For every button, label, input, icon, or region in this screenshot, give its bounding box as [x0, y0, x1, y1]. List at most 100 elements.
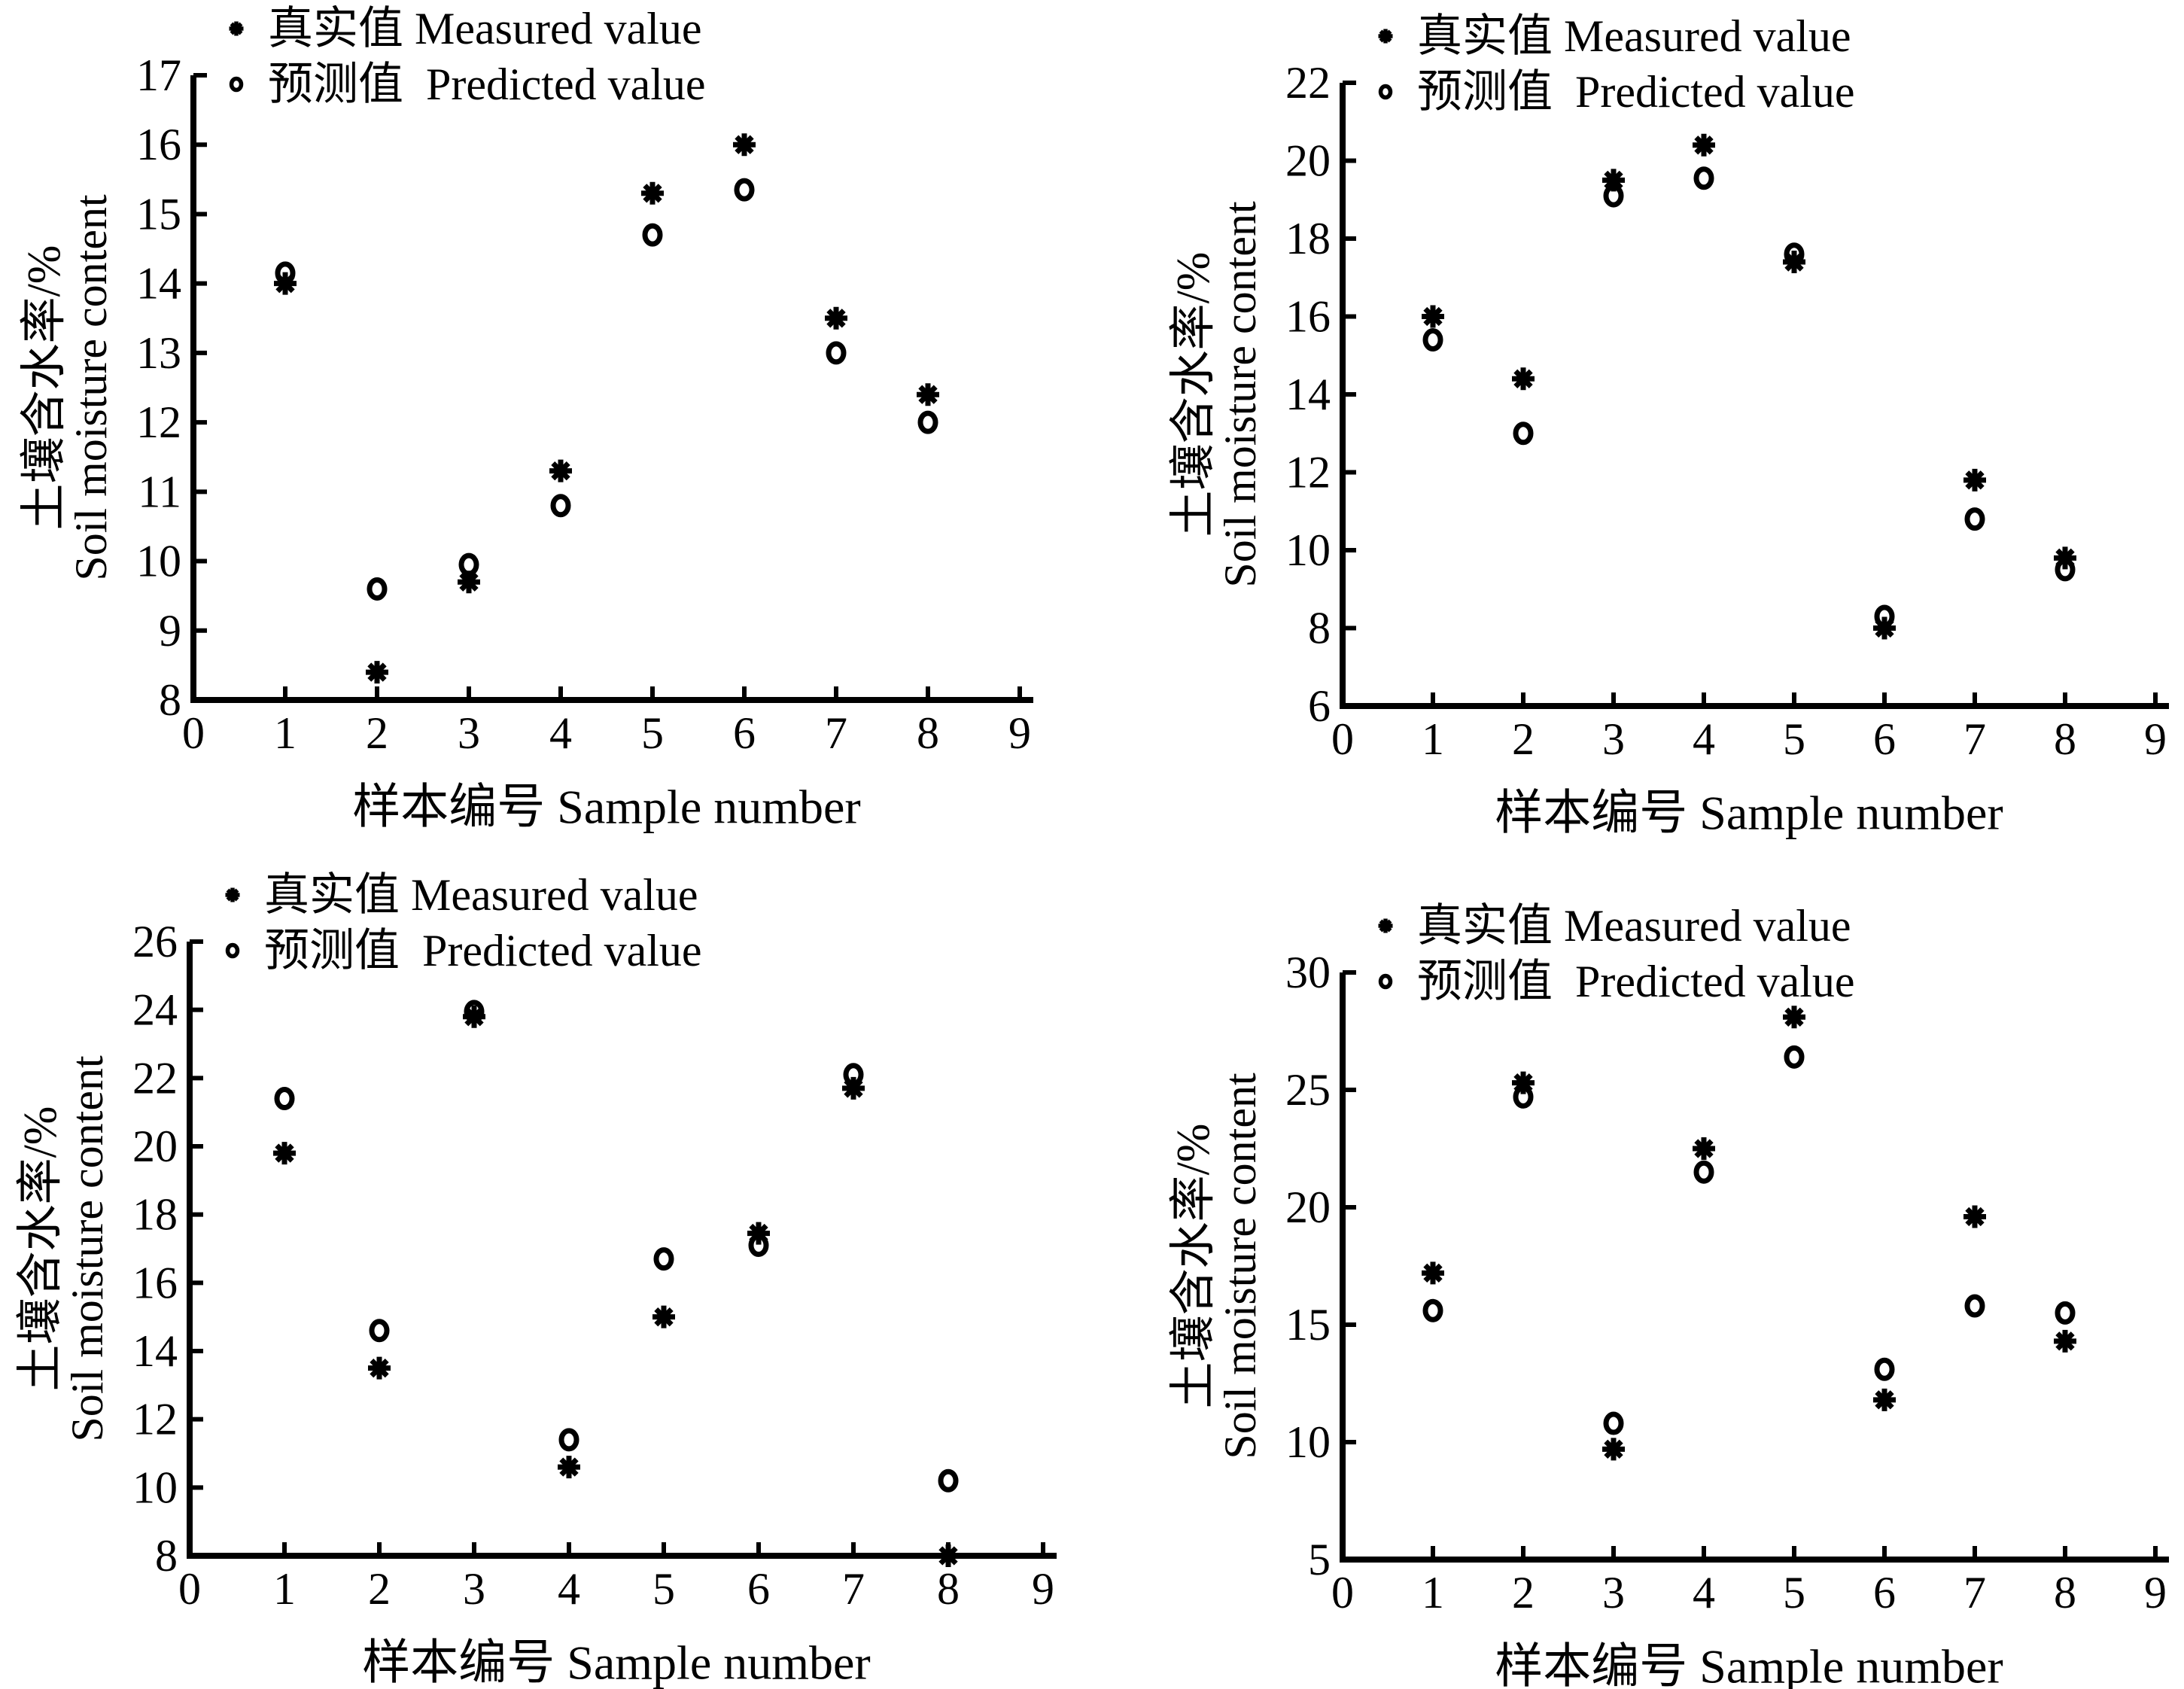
predicted-point	[1874, 604, 1895, 628]
x-tick-label: 1	[273, 1564, 296, 1614]
legend-measured-label: 真实值 Measured value	[1417, 11, 1851, 61]
axis-lines	[187, 942, 1057, 1559]
x-tick-label: 7	[825, 708, 847, 758]
x-tick-label: 7	[1963, 714, 1986, 764]
x-tick-label: 6	[1873, 714, 1896, 764]
y-axis-title-zh: 土壤含水率/%	[15, 1106, 66, 1392]
axis-lines	[190, 75, 1033, 703]
measured-point	[1602, 1438, 1625, 1461]
x-tick-label: 4	[549, 708, 572, 758]
measured-point	[463, 1005, 485, 1028]
y-tick-label: 30	[1285, 948, 1331, 997]
x-tick-label: 2	[1512, 714, 1535, 764]
axis-lines	[1340, 972, 2169, 1563]
y-tick-label: 25	[1285, 1065, 1331, 1115]
measured-point	[549, 459, 572, 482]
measured-point	[1602, 169, 1625, 192]
y-tick-label: 17	[136, 50, 181, 100]
x-axis-title: 样本编号 Sample number	[352, 781, 860, 834]
predicted-point	[458, 552, 479, 577]
legend-measured-label: 真实值 Measured value	[1417, 901, 1851, 951]
measured-point	[733, 133, 756, 157]
x-tick-label: 0	[1331, 1568, 1354, 1617]
x-tick-label: 6	[1873, 1568, 1896, 1617]
x-axis-title: 样本编号 Sample number	[362, 1636, 870, 1689]
x-tick-label: 0	[1331, 714, 1354, 764]
predicted-point	[748, 1233, 769, 1257]
x-tick-label: 7	[1963, 1568, 1986, 1617]
predicted-point	[1964, 507, 1985, 531]
x-tick-label: 9	[2144, 714, 2167, 764]
x-tick-label: 3	[458, 708, 480, 758]
predicted-point	[1513, 421, 1534, 446]
y-tick-label: 22	[132, 1053, 178, 1103]
measured-point	[458, 571, 480, 594]
measured-point	[937, 1544, 960, 1567]
legend-predicted-label: 预测值 Predicted value	[264, 926, 702, 975]
predicted-point	[843, 1063, 864, 1087]
legend-circle-marker-icon	[229, 76, 244, 93]
x-tick-label: 4	[1693, 714, 1715, 764]
y-tick-label: 10	[1285, 525, 1331, 575]
legend-asterisk-marker-icon	[1378, 918, 1393, 933]
measured-point	[1512, 367, 1535, 391]
measured-point	[747, 1222, 770, 1245]
measured-point	[273, 1142, 296, 1165]
y-axis-title-en: Soil moisture content	[1215, 201, 1265, 588]
measured-point	[917, 383, 939, 406]
x-tick-label: 8	[917, 708, 939, 758]
y-tick-label: 8	[159, 675, 181, 725]
x-tick-label: 9	[1008, 708, 1031, 758]
scatter-plot-bottom-right: 5 10 15 20 25 30 0 1 2 3 4 5 6 7 8 9 样本编号 Sample number 土…	[1168, 901, 2169, 1689]
predicted-point	[2055, 558, 2076, 582]
measured-point	[1422, 1261, 1444, 1285]
x-tick-label: 6	[733, 708, 756, 758]
legend-predicted-label: 预测值 Predicted value	[1417, 957, 1855, 1006]
y-tick-label: 6	[1308, 681, 1331, 731]
y-tick-label: 11	[138, 467, 181, 516]
y-tick-label: 18	[1285, 214, 1331, 263]
x-tick-label: 4	[1693, 1568, 1715, 1617]
x-tick-label: 7	[842, 1564, 865, 1614]
measured-point	[1422, 305, 1444, 328]
measured-point	[1693, 133, 1715, 157]
predicted-point	[917, 410, 938, 434]
y-tick-label: 15	[136, 189, 181, 239]
y-tick-label: 14	[136, 259, 181, 309]
predicted-point	[1784, 242, 1805, 266]
y-tick-label: 9	[159, 606, 181, 656]
axis-lines	[1340, 83, 2169, 709]
y-tick-label: 20	[1285, 136, 1331, 186]
y-axis-title-zh: 土壤含水率/%	[19, 245, 70, 531]
legend-predicted-label: 预测值 Predicted value	[268, 59, 706, 109]
measured-point	[825, 306, 847, 330]
x-tick-label: 6	[747, 1564, 770, 1614]
x-tick-label: 8	[2054, 714, 2076, 764]
x-tick-label: 2	[366, 708, 388, 758]
x-tick-label: 9	[2144, 1568, 2167, 1617]
measured-point	[368, 1356, 391, 1380]
chart-top-left: 8 9 10 11 12 13 14 15 16 17 0 1 2 3 4 5 6 7 8 9 样本编号 Sample …	[0, 0, 1092, 844]
y-tick-label: 10	[1285, 1417, 1331, 1467]
measured-point	[1963, 1205, 1986, 1228]
measured-point	[1693, 1137, 1715, 1160]
x-tick-label: 5	[1783, 714, 1805, 764]
x-tick-label: 1	[274, 708, 297, 758]
y-tick-label: 20	[132, 1121, 178, 1171]
y-tick-label: 5	[1308, 1535, 1331, 1584]
measured-point	[842, 1076, 865, 1100]
legend-asterisk-marker-icon	[225, 887, 240, 902]
x-tick-label: 2	[1512, 1568, 1535, 1617]
predicted-point	[1422, 1298, 1443, 1322]
predicted-point	[1874, 1357, 1895, 1381]
predicted-point	[938, 1468, 959, 1493]
predicted-point	[1693, 166, 1714, 190]
predicted-point	[1603, 1411, 1624, 1435]
y-tick-label: 22	[1285, 58, 1331, 108]
predicted-point	[367, 577, 388, 601]
y-tick-label: 12	[132, 1395, 178, 1444]
y-tick-label: 16	[136, 120, 181, 169]
y-tick-label: 8	[155, 1531, 178, 1581]
predicted-point	[1513, 1085, 1534, 1109]
